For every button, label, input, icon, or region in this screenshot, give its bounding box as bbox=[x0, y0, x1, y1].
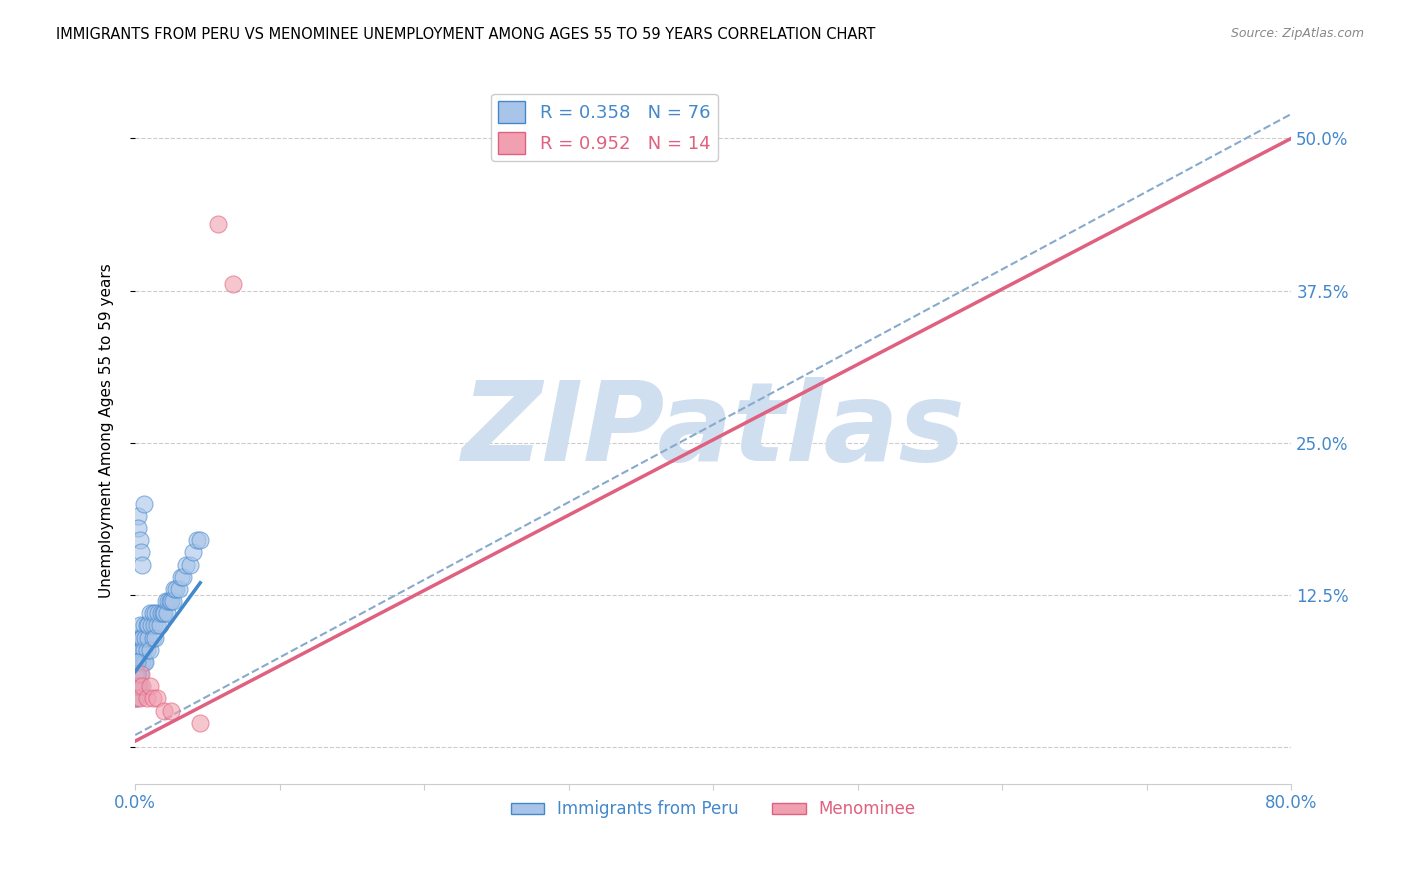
Point bbox=[125, 642, 148, 657]
Point bbox=[129, 545, 152, 559]
Point bbox=[160, 704, 183, 718]
Point bbox=[134, 655, 156, 669]
Point bbox=[138, 606, 160, 620]
Point bbox=[139, 618, 162, 632]
Point bbox=[172, 570, 194, 584]
Point bbox=[135, 618, 157, 632]
Point bbox=[141, 606, 163, 620]
Legend: Immigrants from Peru, Menominee: Immigrants from Peru, Menominee bbox=[503, 794, 922, 825]
Point bbox=[148, 606, 170, 620]
Point bbox=[153, 606, 176, 620]
Point bbox=[222, 277, 245, 292]
Point bbox=[160, 594, 183, 608]
Point bbox=[162, 594, 184, 608]
Point bbox=[188, 715, 211, 730]
Point bbox=[153, 704, 176, 718]
Point bbox=[167, 582, 190, 596]
Point bbox=[136, 618, 159, 632]
Point bbox=[179, 558, 201, 572]
Point bbox=[132, 655, 155, 669]
Point bbox=[129, 631, 152, 645]
Point bbox=[128, 691, 150, 706]
Point bbox=[155, 594, 177, 608]
Point bbox=[124, 655, 146, 669]
Point bbox=[124, 667, 146, 681]
Point bbox=[131, 642, 153, 657]
Point bbox=[124, 691, 146, 706]
Point bbox=[128, 642, 150, 657]
Point bbox=[127, 521, 149, 535]
Point bbox=[186, 533, 208, 548]
Point bbox=[146, 618, 169, 632]
Point bbox=[125, 631, 148, 645]
Point bbox=[129, 642, 152, 657]
Point bbox=[125, 667, 148, 681]
Point bbox=[125, 655, 148, 669]
Point bbox=[131, 631, 153, 645]
Point bbox=[128, 533, 150, 548]
Text: ZIPatlas: ZIPatlas bbox=[461, 377, 965, 484]
Point bbox=[125, 679, 148, 693]
Point bbox=[141, 691, 163, 706]
Point bbox=[145, 606, 167, 620]
Point bbox=[138, 642, 160, 657]
Point bbox=[132, 618, 155, 632]
Point bbox=[127, 679, 149, 693]
Point bbox=[128, 618, 150, 632]
Point bbox=[188, 533, 211, 548]
Point bbox=[132, 642, 155, 657]
Point bbox=[127, 631, 149, 645]
Point bbox=[125, 667, 148, 681]
Point bbox=[143, 618, 166, 632]
Point bbox=[163, 582, 186, 596]
Point bbox=[127, 642, 149, 657]
Point bbox=[181, 545, 204, 559]
Point bbox=[174, 558, 197, 572]
Point bbox=[157, 594, 180, 608]
Point bbox=[129, 655, 152, 669]
Point bbox=[127, 655, 149, 669]
Point bbox=[124, 679, 146, 693]
Point bbox=[149, 618, 172, 632]
Point bbox=[170, 570, 193, 584]
Point bbox=[125, 691, 148, 706]
Point bbox=[135, 691, 157, 706]
Point bbox=[127, 679, 149, 693]
Point bbox=[138, 679, 160, 693]
Point bbox=[128, 667, 150, 681]
Point bbox=[128, 655, 150, 669]
Point bbox=[150, 606, 173, 620]
Point bbox=[156, 606, 179, 620]
Point bbox=[125, 679, 148, 693]
Point bbox=[125, 655, 148, 669]
Point bbox=[145, 631, 167, 645]
Point bbox=[159, 594, 181, 608]
Text: Source: ZipAtlas.com: Source: ZipAtlas.com bbox=[1230, 27, 1364, 40]
Point bbox=[165, 582, 187, 596]
Point bbox=[124, 679, 146, 693]
Point bbox=[124, 691, 146, 706]
Point bbox=[146, 691, 169, 706]
Y-axis label: Unemployment Among Ages 55 to 59 years: Unemployment Among Ages 55 to 59 years bbox=[100, 263, 114, 598]
Point bbox=[131, 558, 153, 572]
Point bbox=[127, 667, 149, 681]
Point bbox=[207, 217, 229, 231]
Point bbox=[127, 508, 149, 523]
Point bbox=[131, 679, 153, 693]
Point bbox=[152, 606, 174, 620]
Point bbox=[141, 631, 163, 645]
Point bbox=[128, 679, 150, 693]
Text: IMMIGRANTS FROM PERU VS MENOMINEE UNEMPLOYMENT AMONG AGES 55 TO 59 YEARS CORRELA: IMMIGRANTS FROM PERU VS MENOMINEE UNEMPL… bbox=[56, 27, 876, 42]
Point bbox=[129, 667, 152, 681]
Point bbox=[135, 642, 157, 657]
Point bbox=[124, 667, 146, 681]
Point bbox=[132, 497, 155, 511]
Point bbox=[134, 631, 156, 645]
Point bbox=[136, 631, 159, 645]
Point bbox=[131, 655, 153, 669]
